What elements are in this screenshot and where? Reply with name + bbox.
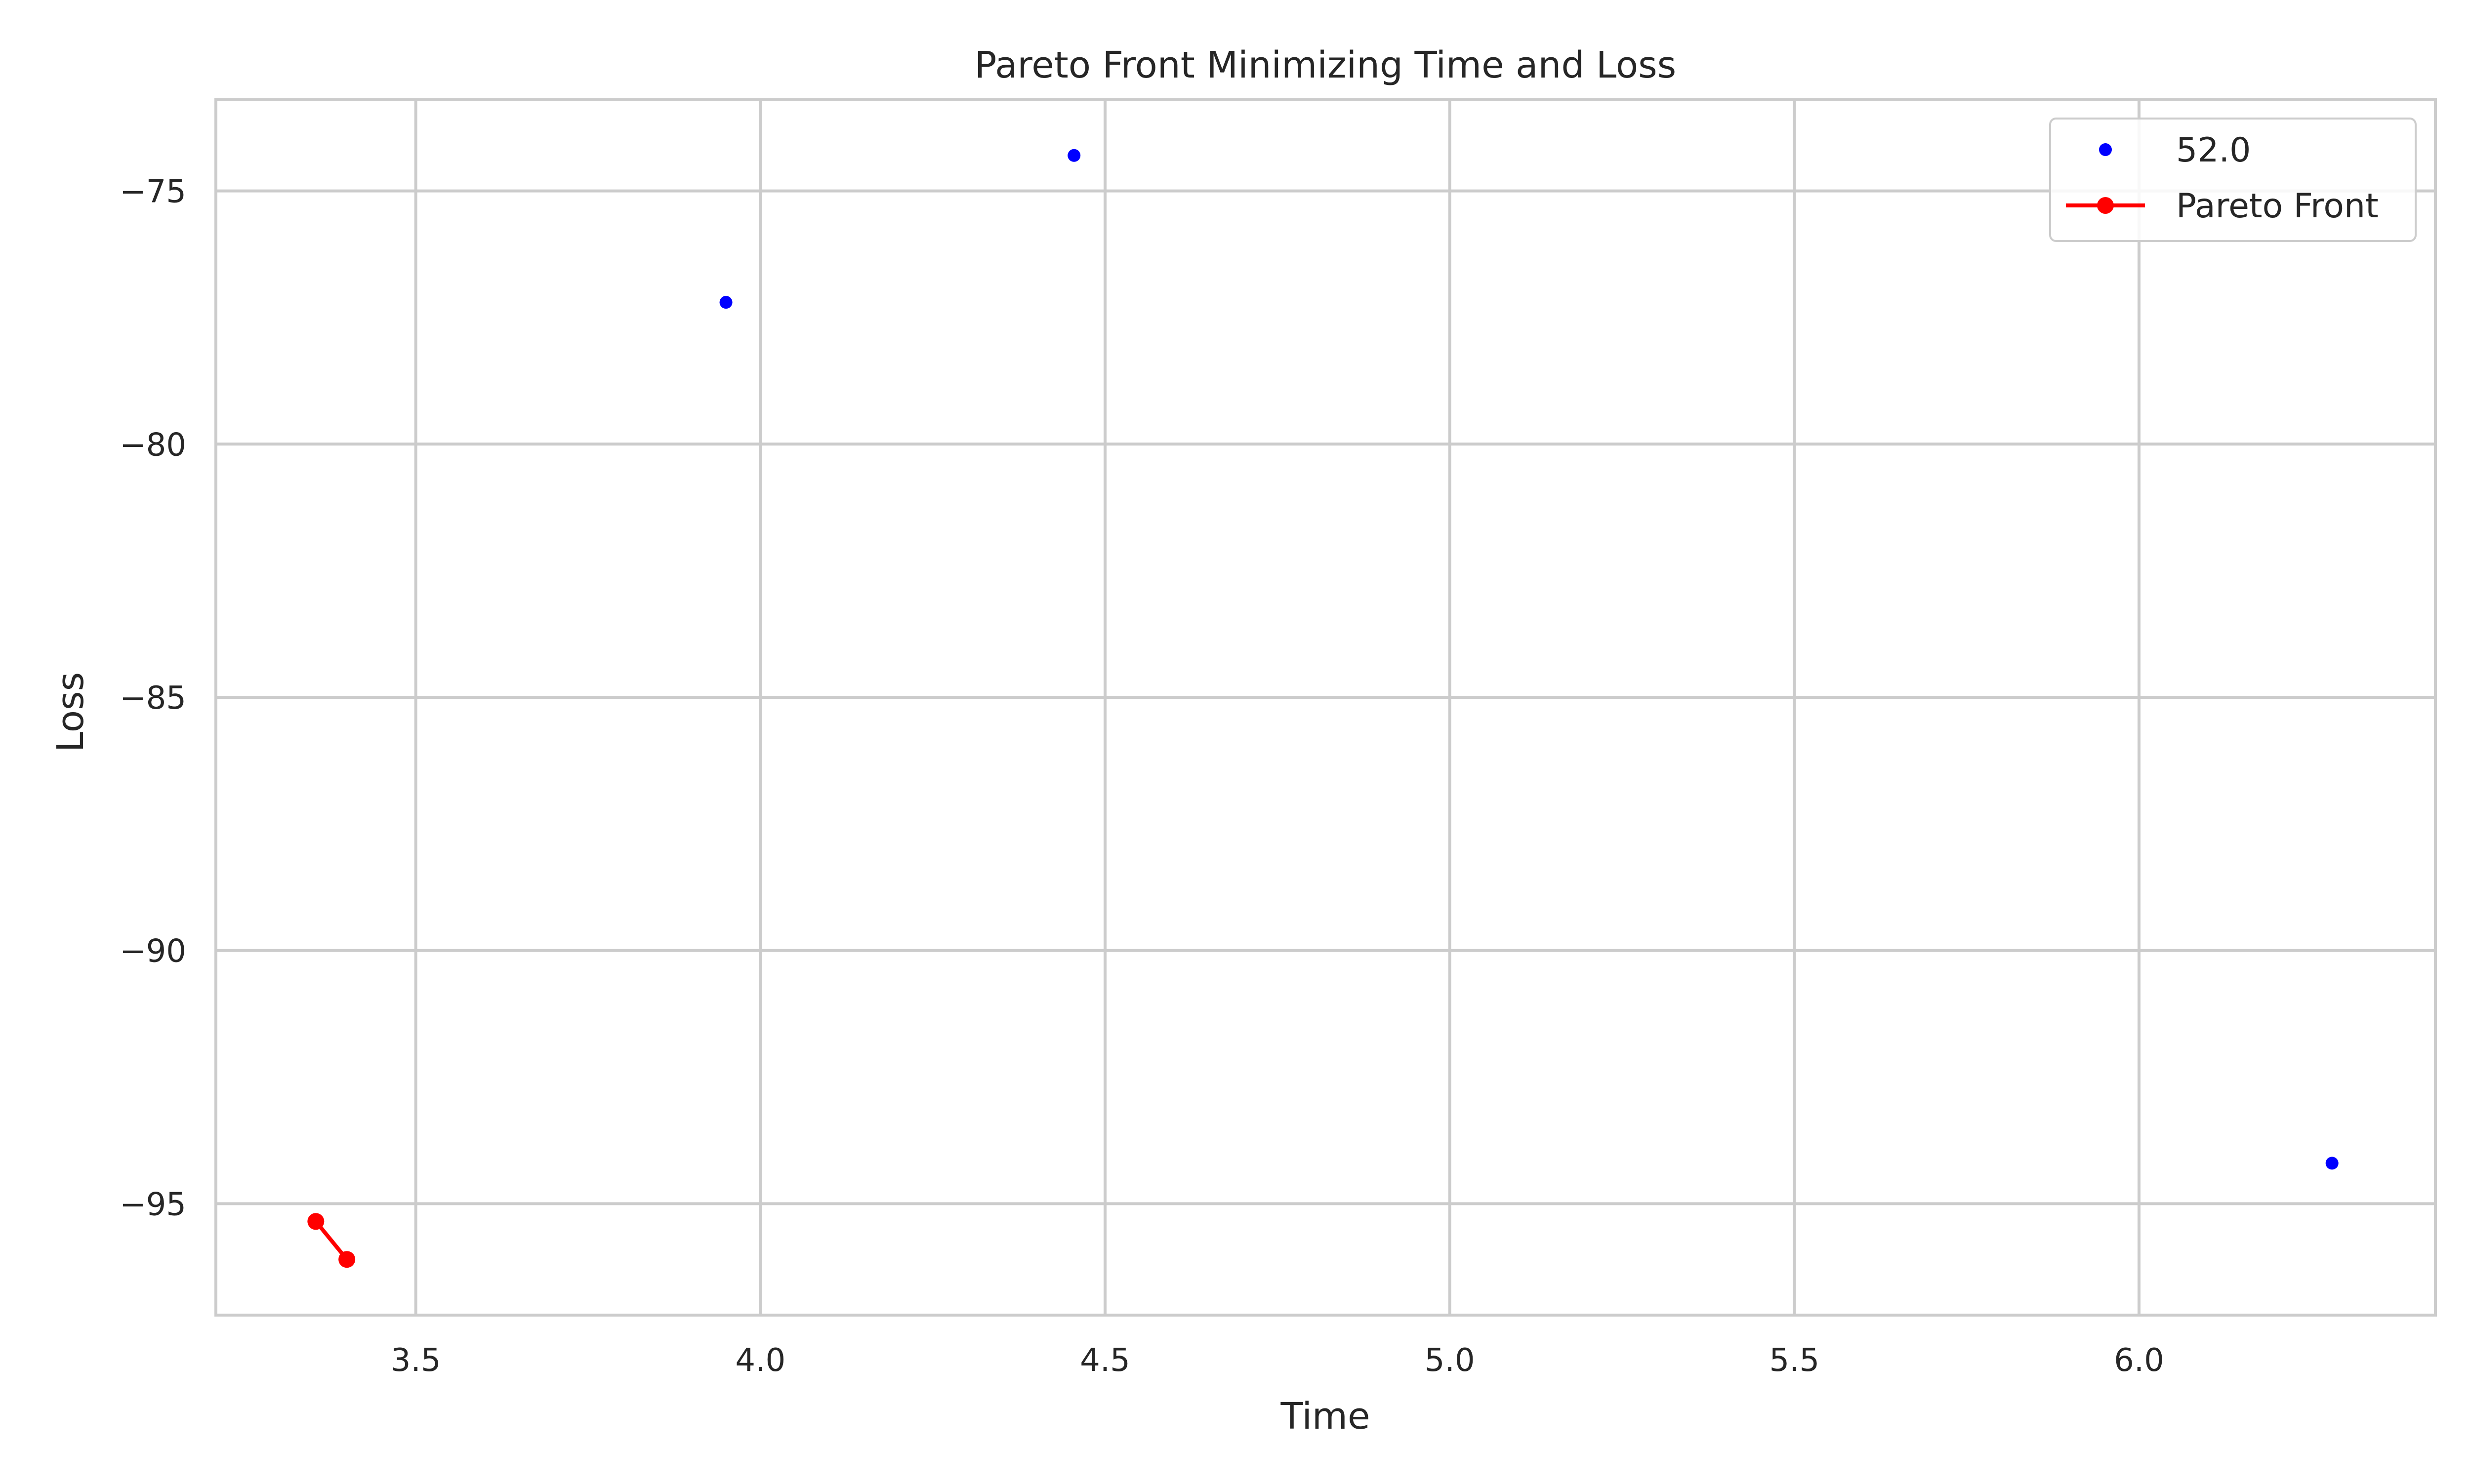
scatter-point: [1068, 149, 1081, 162]
plot-frame: [214, 98, 2437, 1317]
y-tick-label: −75: [120, 174, 186, 210]
y-axis-label: Loss: [49, 672, 92, 752]
x-tick-label: 4.5: [1080, 1342, 1130, 1379]
y-tick-label: −90: [120, 933, 186, 970]
tick-labels: 3.5 4.0 4.5 5.0 5.5 6.0 −75 −80 −85 −90 −95: [120, 174, 2164, 1379]
scatter-point: [2325, 1157, 2339, 1170]
legend-marker-scatter: [2099, 143, 2112, 156]
legend: 52.0 Pareto Front: [2049, 118, 2417, 242]
x-axis-label: Time: [1280, 1395, 1370, 1438]
pareto-front-point: [338, 1251, 356, 1268]
chart-title: Pareto Front Minimizing Time and Loss: [975, 44, 1676, 86]
data-marks: [307, 149, 2339, 1268]
pareto-front-point: [307, 1213, 325, 1230]
y-tick-label: −95: [120, 1186, 186, 1223]
y-tick-label: −80: [120, 427, 186, 463]
legend-marker-pareto: [2097, 197, 2114, 214]
y-tick-label: −85: [120, 680, 186, 717]
legend-box: [2049, 118, 2417, 242]
legend-label-pareto-front: Pareto Front: [2176, 187, 2379, 226]
legend-label-series-1: 52.0: [2176, 131, 2251, 170]
x-tick-label: 6.0: [2114, 1342, 2164, 1379]
x-tick-label: 5.5: [1769, 1342, 1819, 1379]
x-tick-label: 5.0: [1425, 1342, 1475, 1379]
x-tick-label: 4.0: [735, 1342, 785, 1379]
scatter-point: [719, 296, 733, 309]
x-tick-label: 3.5: [391, 1342, 441, 1379]
